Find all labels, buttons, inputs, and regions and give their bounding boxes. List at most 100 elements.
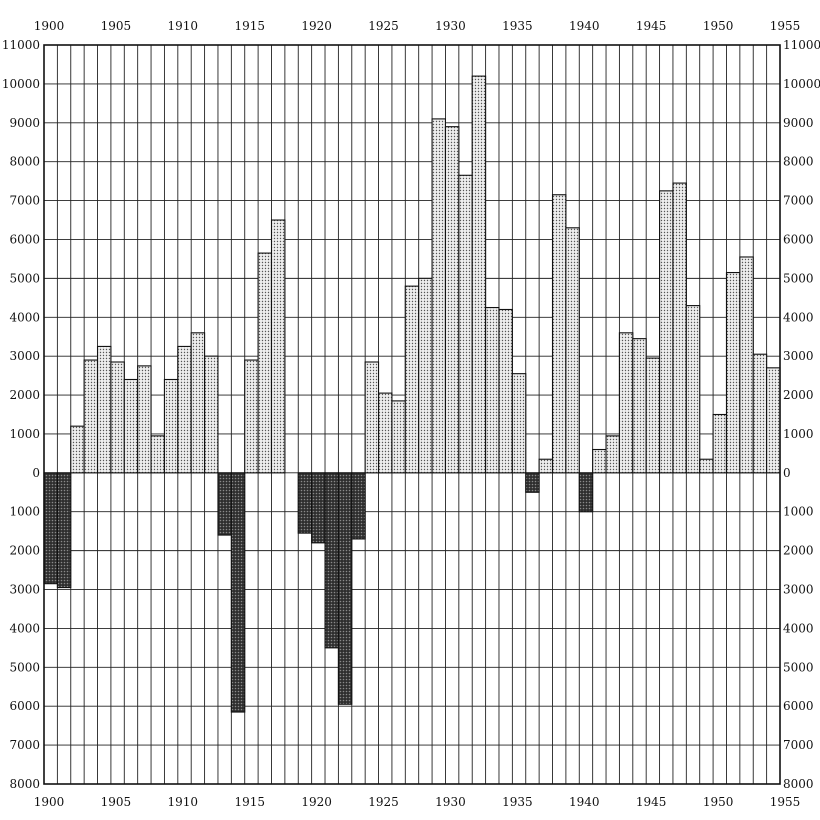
bar-1912 <box>204 355 219 474</box>
bar-1952 <box>739 256 754 474</box>
bar-1954 <box>766 367 781 474</box>
bar-1941 <box>592 448 607 474</box>
y-tick-label-left-neg-1000: 1000 <box>9 505 40 519</box>
x-tick-label-bottom-1950: 1950 <box>703 795 734 809</box>
y-tick-label-right-neg-5000: 5000 <box>783 660 814 674</box>
x-tick-label-top-1950: 1950 <box>703 19 734 33</box>
y-tick-label-left-8000: 8000 <box>9 155 40 169</box>
bar-1933 <box>485 306 500 474</box>
y-tick-label-right-neg-6000: 6000 <box>783 699 814 713</box>
bar-1927 <box>404 285 420 474</box>
bar-1937 <box>538 458 554 474</box>
x-tick-label-top-1935: 1935 <box>502 19 533 33</box>
bar-1938 <box>551 194 567 474</box>
bar-1905 <box>110 361 125 474</box>
bar-1926 <box>391 400 406 474</box>
y-tick-label-left-1000: 1000 <box>9 427 40 441</box>
x-tick-label-top-1910: 1910 <box>168 19 199 33</box>
bar-1901 <box>56 472 72 589</box>
x-tick-label-top-1940: 1940 <box>569 19 600 33</box>
y-tick-label-left-0: 0 <box>32 466 40 480</box>
y-tick-label-left-neg-4000: 4000 <box>9 621 40 635</box>
bar-1916 <box>257 252 273 474</box>
x-tick-label-top-1900: 1900 <box>34 19 65 33</box>
x-tick-label-bottom-1905: 1905 <box>101 795 132 809</box>
bar-1904 <box>96 345 112 474</box>
bar-1900 <box>43 472 58 585</box>
y-tick-label-right-neg-4000: 4000 <box>783 621 814 635</box>
y-tick-label-left-11000: 11000 <box>2 38 40 52</box>
bar-1929 <box>431 118 447 474</box>
x-tick-label-top-1945: 1945 <box>636 19 667 33</box>
x-tick-label-bottom-1945: 1945 <box>636 795 667 809</box>
bar-1914 <box>230 472 246 713</box>
x-tick-label-top-1955: 1955 <box>770 19 801 33</box>
y-tick-label-left-neg-8000: 8000 <box>9 777 40 791</box>
bar-1908 <box>150 435 165 474</box>
bar-1921 <box>324 472 339 649</box>
bar-1946 <box>659 190 674 474</box>
bar-1945 <box>645 357 661 474</box>
bar-1940 <box>578 472 594 513</box>
bar-1944 <box>632 338 647 474</box>
x-tick-label-bottom-1920: 1920 <box>301 795 332 809</box>
x-tick-label-bottom-1910: 1910 <box>168 795 199 809</box>
x-tick-label-bottom-1925: 1925 <box>368 795 399 809</box>
bar-1930 <box>444 126 460 474</box>
bar-1939 <box>565 227 580 474</box>
bar-1935 <box>511 373 527 474</box>
y-tick-label-right-0: 0 <box>783 466 791 480</box>
bar-1922 <box>337 472 353 705</box>
y-tick-label-right-neg-1000: 1000 <box>783 505 814 519</box>
y-tick-label-left-neg-5000: 5000 <box>9 660 40 674</box>
bar-1907 <box>137 365 152 474</box>
y-tick-label-right-3000: 3000 <box>783 349 814 363</box>
bar-1950 <box>712 413 728 474</box>
y-tick-label-left-9000: 9000 <box>9 116 40 130</box>
bars <box>43 75 781 713</box>
x-tick-label-bottom-1940: 1940 <box>569 795 600 809</box>
bar-1924 <box>364 361 380 474</box>
y-tick-label-left-7000: 7000 <box>9 194 40 208</box>
x-tick-label-bottom-1930: 1930 <box>435 795 466 809</box>
y-tick-label-right-neg-3000: 3000 <box>783 583 814 597</box>
bar-1943 <box>618 332 634 474</box>
y-tick-label-right-9000: 9000 <box>783 116 814 130</box>
bar-1925 <box>377 392 393 474</box>
bar-1947 <box>672 182 687 474</box>
x-tick-label-top-1920: 1920 <box>301 19 332 33</box>
y-tick-label-right-neg-7000: 7000 <box>783 738 814 752</box>
y-tick-label-right-7000: 7000 <box>783 194 814 208</box>
bar-1903 <box>83 359 99 474</box>
y-tick-label-right-neg-8000: 8000 <box>783 777 814 791</box>
bar-1934 <box>498 308 513 474</box>
bar-1902 <box>70 425 85 474</box>
y-tick-label-right-5000: 5000 <box>783 271 814 285</box>
plot-frame <box>43 44 781 785</box>
bar-1928 <box>418 277 433 474</box>
bar-1936 <box>525 472 540 493</box>
bar-1917 <box>270 219 286 474</box>
bar-1953 <box>752 353 768 474</box>
bar-1919 <box>297 472 313 534</box>
bar-1931 <box>458 174 473 474</box>
y-tick-label-left-3000: 3000 <box>9 349 40 363</box>
bar-1906 <box>123 378 139 474</box>
x-tick-label-bottom-1900: 1900 <box>34 795 65 809</box>
y-tick-label-right-4000: 4000 <box>783 310 814 324</box>
y-tick-label-left-10000: 10000 <box>2 77 40 91</box>
bar-1932 <box>471 75 487 474</box>
y-tick-label-right-11000: 11000 <box>783 38 820 52</box>
bar-1951 <box>725 271 741 474</box>
plot-border <box>43 44 781 785</box>
bar-1942 <box>605 435 620 474</box>
y-tick-label-left-2000: 2000 <box>9 388 40 402</box>
y-tick-label-left-neg-3000: 3000 <box>9 583 40 597</box>
x-tick-label-top-1930: 1930 <box>435 19 466 33</box>
y-tick-label-right-1000: 1000 <box>783 427 814 441</box>
x-tick-label-top-1915: 1915 <box>234 19 265 33</box>
bar-1913 <box>217 472 232 536</box>
bar-1923 <box>351 472 366 540</box>
y-tick-label-left-neg-7000: 7000 <box>9 738 40 752</box>
